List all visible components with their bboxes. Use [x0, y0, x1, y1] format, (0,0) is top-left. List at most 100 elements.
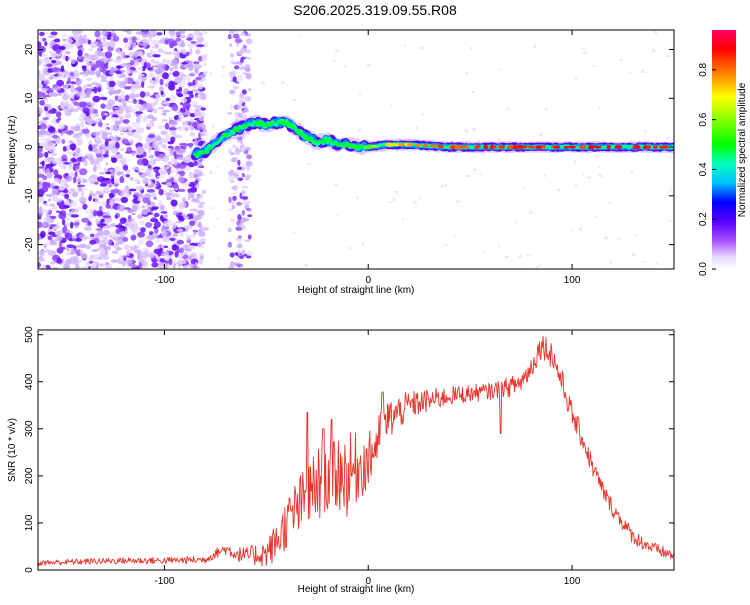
noise-blob	[239, 255, 244, 259]
noise-blob	[182, 197, 186, 202]
noise-blob	[187, 193, 191, 201]
noise-blob	[132, 121, 141, 128]
noise-blob	[178, 228, 184, 235]
spectrogram-y-tick-label: -20	[24, 237, 35, 252]
noise-blob	[131, 70, 138, 73]
noise-blob	[189, 64, 193, 71]
noise-blob	[199, 132, 206, 136]
noise-blob	[168, 30, 176, 36]
noise-blob	[241, 185, 249, 189]
noise-blob	[134, 193, 143, 196]
noise-speck	[619, 58, 623, 61]
noise-blob	[104, 138, 112, 142]
noise-blob	[194, 67, 199, 74]
ridge-peak	[437, 144, 444, 149]
noise-blob	[136, 180, 141, 185]
noise-blob	[43, 243, 47, 249]
noise-blob	[171, 193, 181, 198]
noise-blob	[200, 107, 206, 111]
noise-blob	[189, 192, 195, 199]
ridge-peak	[313, 140, 322, 144]
noise-blob	[144, 237, 153, 240]
spectrogram-y-tick-label: -10	[24, 188, 35, 203]
noise-blob	[119, 125, 128, 131]
noise-blob	[51, 59, 57, 64]
noise-blob	[116, 136, 121, 141]
noise-blob	[91, 193, 98, 199]
noise-blob	[121, 138, 129, 145]
noise-blob	[109, 207, 114, 211]
noise-blob	[179, 247, 184, 254]
ridge-peak	[221, 132, 230, 137]
noise-blob	[181, 120, 190, 126]
noise-speck	[543, 173, 546, 178]
noise-blob	[183, 264, 190, 269]
noise-blob	[119, 254, 124, 262]
noise-blob	[137, 214, 144, 219]
noise-blob	[159, 78, 164, 86]
spectrogram-x-tick-label: 0	[365, 275, 371, 286]
colorbar: 0.0 0.2 0.4 0.6 0.8 Normalized spectral ampl…	[698, 30, 748, 276]
noise-speck	[574, 184, 578, 188]
noise-blob	[122, 30, 130, 33]
noise-blob	[196, 83, 204, 90]
noise-blob	[167, 190, 176, 193]
noise-blob	[156, 135, 162, 142]
noise-blob	[137, 238, 145, 246]
noise-blob	[173, 150, 177, 157]
noise-blob	[186, 234, 191, 241]
noise-blob	[101, 223, 107, 226]
noise-blob	[106, 81, 110, 86]
noise-blob	[161, 138, 166, 143]
noise-speck	[209, 72, 213, 75]
colorbar-ticks: 0.0 0.2 0.4 0.6 0.8	[698, 62, 716, 276]
noise-blob	[181, 213, 186, 217]
noise-blob	[194, 109, 199, 113]
spectrogram-ridge-layer	[189, 114, 674, 162]
noise-blob	[115, 224, 124, 228]
noise-speck	[598, 106, 601, 109]
noise-blob	[241, 172, 245, 178]
noise-blob	[40, 230, 46, 238]
noise-blob	[128, 218, 135, 222]
noise-blob	[236, 201, 243, 206]
noise-speck	[443, 244, 448, 246]
noise-blob	[62, 189, 69, 194]
noise-blob	[102, 153, 109, 158]
noise-blob	[178, 86, 183, 92]
noise-blob	[46, 63, 53, 68]
noise-blob	[79, 112, 87, 119]
noise-blob	[159, 86, 164, 92]
noise-blob	[142, 247, 149, 252]
noise-blob	[44, 249, 51, 254]
noise-blob	[108, 80, 116, 88]
noise-blob	[139, 254, 146, 261]
noise-blob	[179, 42, 186, 48]
noise-blob	[176, 126, 181, 130]
snr-series-layer	[38, 335, 674, 567]
noise-blob	[84, 73, 89, 77]
noise-blob	[111, 241, 115, 246]
noise-blob	[147, 72, 156, 78]
noise-blob	[74, 80, 81, 87]
noise-blob	[241, 190, 246, 195]
ridge-peak	[587, 144, 595, 150]
noise-blob	[115, 70, 122, 75]
noise-blob	[73, 109, 78, 113]
noise-blob	[99, 200, 107, 207]
noise-blob	[97, 121, 103, 128]
noise-blob	[143, 76, 148, 81]
noise-blob	[47, 35, 56, 39]
noise-blob	[111, 147, 119, 154]
ridge-peak	[306, 137, 314, 142]
noise-blob	[99, 57, 106, 62]
noise-speck	[538, 133, 543, 137]
colorbar-gradient	[712, 30, 736, 269]
noise-blob	[88, 176, 96, 183]
noise-blob	[101, 30, 108, 36]
noise-blob	[172, 50, 178, 56]
noise-blob	[170, 157, 174, 165]
noise-blob	[104, 238, 110, 244]
noise-blob	[236, 43, 240, 48]
noise-blob	[54, 77, 59, 80]
